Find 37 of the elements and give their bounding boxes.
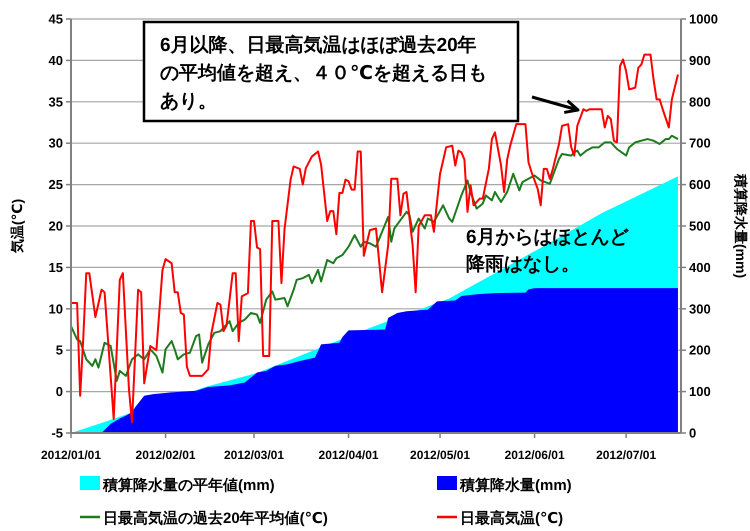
- annotation: 6月以降、日最高気温はほぼ過去20年の平均値を超え、４０℃を超える日もあり。: [160, 34, 488, 112]
- y-tick-label: 20: [48, 218, 63, 234]
- legend-label: 積算降水量(mm): [459, 477, 572, 494]
- y2-tick-label: 0: [689, 426, 696, 440]
- y-tick-label: 30: [48, 136, 63, 151]
- y-tick-label: 40: [48, 52, 63, 68]
- y-tick-label: 5: [56, 342, 63, 358]
- x-tick-label: 2012/04/01: [318, 448, 379, 462]
- y-tick-label: 25: [48, 177, 63, 192]
- x-tick-label: 2012/05/01: [410, 448, 470, 462]
- y2-tick-label: 400: [689, 260, 711, 275]
- y2-tick-label: 200: [689, 342, 711, 358]
- y-tick-label: 45: [48, 12, 63, 26]
- annotation-box: 6月以降、日最高気温はほぼ過去20年の平均値を超え、４０℃を超える日もあり。: [142, 20, 520, 122]
- y2-axis-title: 積算降水量(mm): [733, 172, 749, 278]
- y2-tick-label: 800: [689, 94, 711, 110]
- y2-tick-label: 500: [689, 218, 711, 234]
- legend-label: 日最高気温の過去20年平均値(℃): [103, 509, 328, 527]
- y-tick-label: 15: [48, 260, 63, 275]
- y2-tick-label: 300: [689, 301, 711, 316]
- y2-tick-label: 600: [689, 177, 711, 192]
- y2-tick-label: 700: [689, 136, 711, 151]
- x-tick-label: 2012/03/01: [224, 448, 284, 462]
- x-tick-label: 2012/01/01: [40, 448, 102, 462]
- y2-tick-label: 100: [689, 384, 711, 400]
- y-axis-title: 気温(℃): [9, 198, 25, 254]
- legend-label: 積算降水量の平年値(mm): [102, 477, 275, 494]
- legend-label: 日最高気温(℃): [460, 509, 564, 527]
- x-tick-label: 2012/02/01: [136, 448, 196, 462]
- x-tick-label: 2012/06/01: [504, 448, 565, 462]
- y-tick-label: -5: [51, 426, 63, 440]
- y2-tick-label: 900: [689, 52, 711, 68]
- y-tick-label: 10: [48, 301, 63, 316]
- x-tick-label: 2012/07/01: [596, 448, 656, 462]
- y-tick-label: 0: [56, 384, 63, 400]
- y-tick-label: 35: [48, 94, 63, 110]
- y2-tick-label: 1000: [689, 12, 718, 26]
